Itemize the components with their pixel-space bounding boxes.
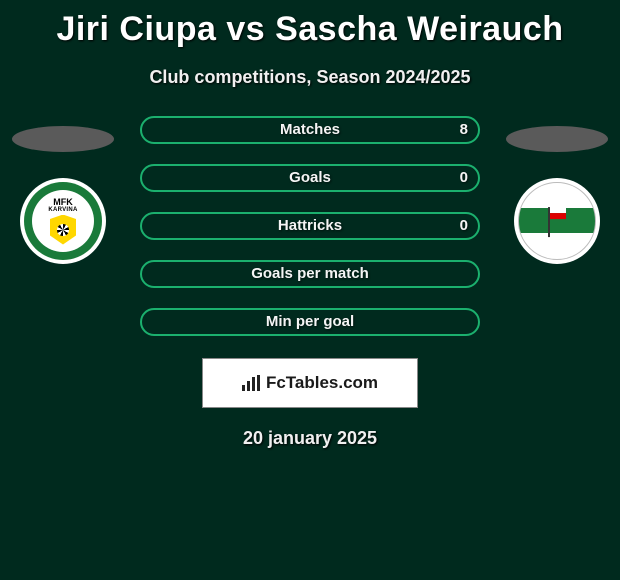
bar-label: Goals per match bbox=[142, 262, 478, 286]
right-club-logo bbox=[514, 178, 600, 264]
site-attribution[interactable]: FcTables.com bbox=[202, 358, 418, 408]
stat-bar-goals: Goals 0 bbox=[140, 164, 480, 192]
bar-label: Min per goal bbox=[142, 310, 478, 334]
bar-label: Hattricks bbox=[142, 214, 478, 238]
ball-icon bbox=[57, 224, 69, 236]
stat-bar-matches: Matches 8 bbox=[140, 116, 480, 144]
site-name: FcTables.com bbox=[266, 373, 378, 393]
right-player-oval bbox=[506, 126, 608, 152]
flag-icon bbox=[548, 207, 566, 231]
stat-bars: Matches 8 Goals 0 Hattricks 0 Goals per … bbox=[140, 116, 480, 336]
page-title: Jiri Ciupa vs Sascha Weirauch bbox=[0, 0, 620, 49]
date-label: 20 january 2025 bbox=[0, 428, 620, 449]
bars-chart-icon bbox=[242, 375, 260, 391]
logo-subtext: KARVINA bbox=[48, 207, 77, 213]
logo-text: MFK bbox=[53, 198, 73, 207]
subtitle: Club competitions, Season 2024/2025 bbox=[0, 67, 620, 88]
stat-bar-goals-per-match: Goals per match bbox=[140, 260, 480, 288]
stat-bar-min-per-goal: Min per goal bbox=[140, 308, 480, 336]
mfk-karvina-logo: MFK KARVINA bbox=[24, 182, 102, 260]
bar-right-value: 8 bbox=[460, 118, 468, 142]
left-club-logo: MFK KARVINA bbox=[20, 178, 106, 264]
stat-bar-hattricks: Hattricks 0 bbox=[140, 212, 480, 240]
shield-icon bbox=[50, 215, 76, 245]
lechia-gdansk-logo bbox=[518, 182, 596, 260]
bar-label: Matches bbox=[142, 118, 478, 142]
bar-label: Goals bbox=[142, 166, 478, 190]
bar-right-value: 0 bbox=[460, 214, 468, 238]
left-player-oval bbox=[12, 126, 114, 152]
bar-right-value: 0 bbox=[460, 166, 468, 190]
